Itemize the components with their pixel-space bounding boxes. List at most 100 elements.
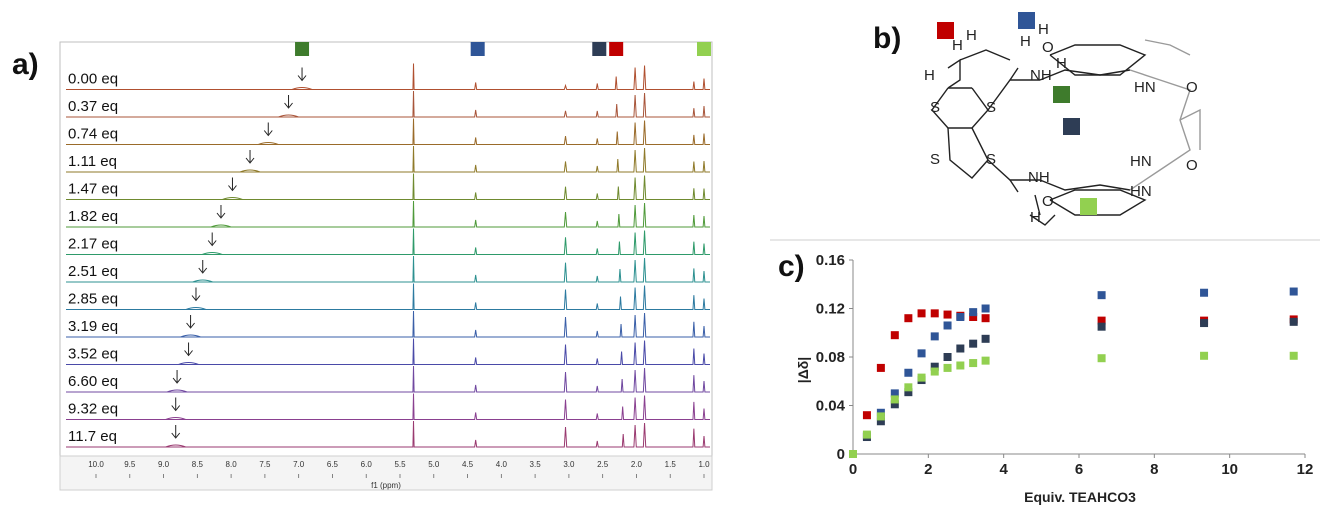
eq-label: 1.82 eq — [68, 208, 118, 225]
data-point — [862, 411, 871, 420]
shift-arrow-head — [228, 185, 237, 192]
data-point — [956, 312, 965, 321]
mol-atom-label: HN — [1130, 153, 1152, 170]
y-tick-label: 0.12 — [816, 301, 845, 318]
data-point — [943, 310, 952, 319]
nmr-trace — [66, 255, 710, 283]
panel-label-b: b) — [873, 22, 902, 55]
mol-atom-label: S — [930, 99, 940, 116]
data-point — [917, 349, 926, 358]
data-point — [1097, 291, 1106, 300]
nmr-trace-group — [66, 63, 710, 448]
shift-arrow-head — [171, 432, 181, 439]
mol-atom-label: H — [1056, 55, 1067, 72]
shift-arrow-head — [263, 130, 273, 137]
mol-atom-label: H — [1030, 209, 1041, 226]
nmr-axis-strip — [59, 455, 713, 491]
data-point — [981, 356, 990, 365]
y-tick-label: 0.16 — [816, 252, 845, 269]
navy-marker — [592, 42, 607, 56]
eq-label: 3.52 eq — [68, 346, 118, 363]
mol-dark-green-marker — [1053, 86, 1070, 103]
scatter-plot-panel: 0 2 4 6 8 10 12 0 0.04 0.08 0.12 0.16 |Δδ| Equiv. T… — [770, 239, 1320, 505]
eq-label: 9.32 eq — [68, 401, 118, 418]
shift-arrow-head — [184, 350, 193, 357]
y-tick-label: 0.04 — [816, 398, 846, 415]
data-point — [981, 314, 990, 323]
nmr-nh-peak — [278, 114, 299, 118]
data-point — [849, 450, 857, 458]
molecule-bonds — [931, 44, 1147, 226]
eq-label: 2.17 eq — [68, 236, 118, 253]
light-green-marker — [697, 42, 711, 56]
data-point — [890, 389, 899, 398]
eq-label: 0.37 eq — [68, 98, 118, 115]
eq-label: 0.00 eq — [68, 71, 118, 88]
nmr-x-tick-label: 5.0 — [428, 460, 440, 469]
nmr-nh-peak — [258, 142, 279, 145]
nmr-nh-peak — [291, 87, 313, 90]
nmr-nh-peak — [180, 334, 201, 338]
nmr-nh-peak — [178, 362, 199, 365]
nmr-x-tick-label: 9.0 — [158, 460, 170, 469]
shift-arrow-head — [216, 212, 226, 219]
data-point — [904, 388, 913, 397]
mol-light-green-marker — [1080, 198, 1097, 215]
data-point — [917, 309, 926, 318]
eq-label: 2.51 eq — [68, 263, 118, 280]
data-point — [981, 334, 990, 343]
data-point — [956, 344, 965, 353]
nmr-nh-peak — [166, 389, 188, 393]
nmr-x-tick-label: 8.0 — [226, 460, 238, 469]
nmr-x-tick-label: 1.5 — [665, 460, 677, 469]
data-point — [1289, 317, 1298, 326]
mol-atom-label: S — [986, 99, 996, 116]
mol-atom-label: S — [930, 151, 940, 168]
shift-arrow-head — [171, 405, 181, 412]
mol-atom-label: O — [1042, 193, 1054, 210]
mol-atom-label: H — [1020, 33, 1031, 50]
nmr-x-tick-label: 7.5 — [259, 460, 271, 469]
eq-label: 11.7 eq — [68, 428, 117, 445]
data-point — [876, 417, 885, 426]
eq-label: 2.85 eq — [68, 291, 118, 308]
data-point — [862, 430, 871, 439]
nmr-x-tick-label: 6.0 — [361, 460, 373, 469]
nmr-nh-peak — [210, 224, 232, 228]
y-axis-title: |Δδ| — [795, 357, 811, 383]
eq-label: 1.47 eq — [68, 181, 118, 198]
shift-arrow-head — [198, 267, 208, 274]
data-point — [1289, 351, 1298, 360]
data-point — [1097, 322, 1106, 331]
data-point — [930, 367, 939, 376]
mol-atom-label: O — [1042, 39, 1054, 56]
nmr-x-tick-label: 9.5 — [124, 460, 136, 469]
molecule-bonds-back — [1129, 39, 1201, 191]
plot-points — [849, 287, 1298, 458]
nmr-x-tick-label: 1.0 — [698, 460, 710, 469]
nmr-x-tick-label: 2.5 — [597, 460, 609, 469]
nmr-nh-peak — [222, 197, 243, 200]
mol-navy-marker — [1063, 118, 1080, 135]
data-point — [890, 400, 899, 409]
mol-atom-label: H — [924, 67, 935, 84]
nmr-x-axis-label: f1 (ppm) — [371, 481, 401, 490]
nmr-trace — [66, 118, 710, 145]
nmr-x-tick-label: 6.5 — [327, 460, 339, 469]
nmr-trace — [66, 145, 710, 173]
data-point — [969, 339, 978, 348]
y-tick-label: 0 — [837, 446, 845, 463]
shift-arrow-head — [297, 75, 307, 82]
nmr-x-tick-label: 10.0 — [88, 460, 104, 469]
nmr-trace — [66, 365, 710, 393]
nmr-nh-peak — [185, 307, 207, 310]
data-point — [876, 412, 885, 421]
nmr-trace — [66, 420, 710, 448]
nmr-trace — [66, 90, 710, 118]
nmr-x-tick-label: 7.0 — [293, 460, 305, 469]
mol-atom-label: H — [966, 27, 977, 44]
eq-label: 6.60 eq — [68, 373, 118, 390]
nmr-trace — [66, 228, 710, 255]
